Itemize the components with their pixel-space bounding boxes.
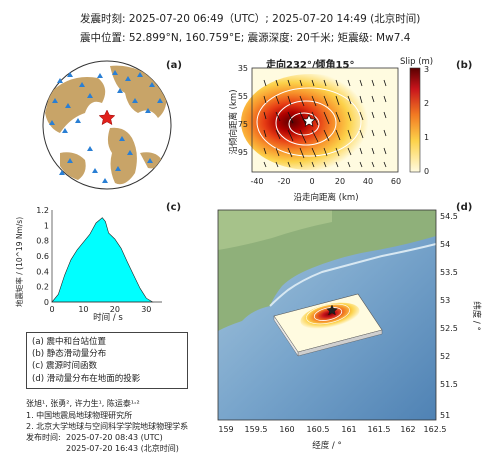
d-ytick-2: 53.5	[440, 268, 458, 277]
release-time-utc: 2025-07-20 08:43 (UTC)	[66, 433, 163, 442]
c-xlabel: 时间 / s	[93, 312, 123, 323]
release-time-beijing: 2025-07-20 16:43 (北京时间)	[66, 444, 179, 453]
panel-d-label: (d)	[456, 202, 473, 213]
source-time-function-chart: 地震矩率 / (10^19 Nm/s) 时间 / s 0 0.2 0.4 0.6 0.8…	[12, 204, 172, 324]
affiliation-1: 1. 中国地震局地球物理研究所	[26, 411, 133, 420]
c-ytick-0: 0	[44, 298, 49, 307]
d-ytick-7: 51	[440, 411, 450, 420]
cbar-tick-1: 1	[424, 133, 429, 142]
d-xtick-0: 159	[218, 425, 233, 434]
panel-b-label: (b)	[456, 60, 473, 71]
epicenter-star-icon-map	[326, 304, 338, 316]
legend-item-d: (d) 滑动量分布在地面的投影	[32, 373, 141, 384]
d-ytick-6: 51.5	[440, 380, 458, 389]
b-xtick-1: -20	[277, 177, 290, 186]
d-ylabel: 纬度 / °	[471, 301, 482, 331]
cbar-tick-3: 3	[424, 65, 429, 74]
d-xtick-2: 160	[279, 425, 294, 434]
cbar-tick-2: 2	[424, 99, 429, 108]
d-ytick-1: 54	[440, 240, 450, 249]
stf-axes	[51, 210, 162, 303]
b-ytick-1: 55	[238, 92, 248, 101]
panel-c-label: (c)	[166, 202, 182, 213]
d-ytick-0: 54.5	[440, 212, 458, 221]
c-ytick-4: 0.8	[36, 237, 49, 246]
c-xtick-3: 30	[141, 305, 151, 314]
hypocenter-star-icon	[302, 114, 316, 127]
slip-projection-map: 159 159.5 160 160.5 161 161.5 162 162.5 …	[212, 206, 494, 456]
d-ytick-3: 53	[440, 296, 450, 305]
b-xtick-3: 20	[335, 177, 345, 186]
legend-item-a: (a) 震中和台站位置	[32, 337, 107, 347]
moment-rate-area	[51, 217, 154, 303]
d-xlabel: 经度 / °	[312, 440, 342, 451]
b-xlabel: 沿走向距离 (km)	[293, 192, 358, 203]
d-xtick-3: 160.5	[307, 425, 330, 434]
c-xtick-1: 10	[78, 305, 88, 314]
cbar-tick-0: 0	[424, 167, 429, 176]
d-xtick-7: 162.5	[424, 425, 447, 434]
slip-map-title: 走向232°/倾角15°	[266, 60, 355, 71]
b-xtick-0: -40	[250, 177, 263, 186]
legend-item-b: (b) 静态滑动量分布	[32, 349, 107, 360]
c-ytick-2: 0.4	[36, 267, 49, 276]
colorbar-title: Slip (m)	[400, 57, 434, 67]
authors: 张旭¹, 张勇², 许力生¹, 陈运泰¹˒²	[26, 399, 140, 408]
b-xtick-4: 40	[363, 177, 373, 186]
d-xtick-5: 161.5	[368, 425, 391, 434]
b-xtick-5: 60	[391, 177, 401, 186]
station-map-globe	[40, 58, 174, 192]
c-xtick-0: 0	[49, 305, 54, 314]
d-xtick-6: 162	[400, 425, 415, 434]
station-markers	[49, 70, 163, 183]
b-xtick-2: 0	[309, 177, 314, 186]
release-label: 发布时间:	[26, 433, 61, 442]
b-ytick-2: 75	[238, 120, 248, 129]
epicenter-line: 震中位置: 52.899°N, 160.759°E; 震源深度: 20千米; 矩…	[80, 32, 411, 44]
origin-time-line: 发震时刻: 2025-07-20 06:49（UTC）; 2025-07-20 …	[80, 13, 421, 25]
d-xtick-1: 159.5	[245, 425, 268, 434]
d-ytick-4: 52.5	[440, 324, 458, 333]
c-ylabel: 地震矩率 / (10^19 Nm/s)	[14, 217, 24, 307]
legend-item-c: (c) 震源时间函数	[32, 361, 98, 372]
b-ylabel: 沿倾向距离 (km)	[228, 89, 239, 154]
slip-distribution-plot: 35 55 75 95 -40 -20 0 20 40 60 沿走向距离 (km…	[214, 60, 486, 208]
epicenter-star-icon	[98, 109, 116, 126]
panel-legend: (a) 震中和台站位置 (b) 静态滑动量分布 (c) 震源时间函数 (d) 滑…	[26, 332, 188, 389]
d-xtick-4: 161	[341, 425, 356, 434]
panel-a-label: (a)	[166, 60, 182, 71]
c-ytick-6: 1.2	[36, 206, 49, 215]
affiliation-2: 2. 北京大学地球与空间科学学院地球物理学系	[26, 422, 189, 431]
c-ytick-1: 0.2	[36, 283, 49, 292]
b-ytick-0: 35	[238, 64, 248, 73]
c-ytick-5: 1	[44, 221, 49, 230]
d-ytick-5: 52	[440, 352, 450, 361]
c-xtick-2: 20	[110, 305, 120, 314]
b-ytick-3: 95	[238, 148, 248, 157]
c-ytick-3: 0.6	[36, 252, 49, 261]
